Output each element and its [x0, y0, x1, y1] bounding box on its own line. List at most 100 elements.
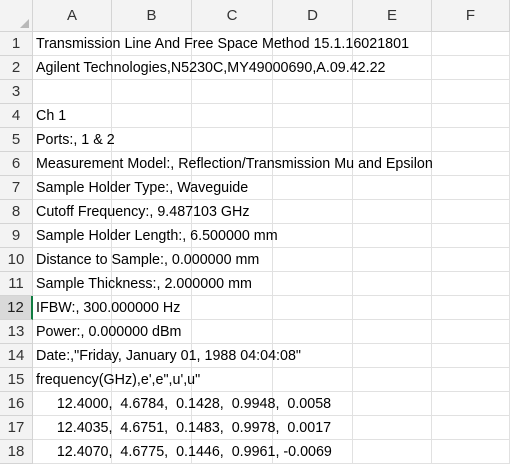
row-header[interactable]: 10 — [0, 248, 33, 272]
column-header-b[interactable]: B — [112, 0, 192, 31]
cell-f7[interactable] — [432, 176, 510, 200]
row-header[interactable]: 14 — [0, 344, 33, 368]
cell-f1[interactable] — [432, 32, 510, 56]
cell-f11[interactable] — [432, 272, 510, 296]
cell-c16[interactable] — [192, 392, 273, 416]
cell-f13[interactable] — [432, 320, 510, 344]
cell-e3[interactable] — [353, 80, 432, 104]
cell-f2[interactable] — [432, 56, 510, 80]
cell-f16[interactable] — [432, 392, 510, 416]
cell-f3[interactable] — [432, 80, 510, 104]
cell-a3[interactable] — [33, 80, 112, 104]
select-all-button[interactable] — [0, 0, 33, 31]
cell-b5[interactable] — [112, 128, 192, 152]
cell-d6[interactable] — [273, 152, 353, 176]
cell-e18[interactable] — [353, 440, 432, 464]
cell-c5[interactable] — [192, 128, 273, 152]
cell-d8[interactable] — [273, 200, 353, 224]
cell-a17[interactable] — [33, 416, 112, 440]
row-header[interactable]: 16 — [0, 392, 33, 416]
cell-d9[interactable] — [273, 224, 353, 248]
cell-a12[interactable] — [33, 296, 112, 320]
cell-b6[interactable] — [112, 152, 192, 176]
cell-c4[interactable] — [192, 104, 273, 128]
cell-b15[interactable] — [112, 368, 192, 392]
cell-b14[interactable] — [112, 344, 192, 368]
row-header[interactable]: 5 — [0, 128, 33, 152]
cell-c8[interactable] — [192, 200, 273, 224]
cell-a7[interactable] — [33, 176, 112, 200]
cell-f17[interactable] — [432, 416, 510, 440]
column-header-d[interactable]: D — [273, 0, 353, 31]
cell-a13[interactable] — [33, 320, 112, 344]
cell-e16[interactable] — [353, 392, 432, 416]
cell-b3[interactable] — [112, 80, 192, 104]
cell-f6[interactable] — [432, 152, 510, 176]
row-header[interactable]: 18 — [0, 440, 33, 464]
cell-d13[interactable] — [273, 320, 353, 344]
cell-a1[interactable] — [33, 32, 112, 56]
cell-e8[interactable] — [353, 200, 432, 224]
row-header[interactable]: 15 — [0, 368, 33, 392]
cell-b16[interactable] — [112, 392, 192, 416]
cell-d12[interactable] — [273, 296, 353, 320]
column-header-a[interactable]: A — [33, 0, 112, 31]
row-header[interactable]: 3 — [0, 80, 33, 104]
cell-c13[interactable] — [192, 320, 273, 344]
cell-f18[interactable] — [432, 440, 510, 464]
row-header[interactable]: 7 — [0, 176, 33, 200]
cell-b17[interactable] — [112, 416, 192, 440]
row-header[interactable]: 1 — [0, 32, 33, 56]
row-header[interactable]: 8 — [0, 200, 33, 224]
cell-e15[interactable] — [353, 368, 432, 392]
column-header-e[interactable]: E — [353, 0, 432, 31]
cell-c11[interactable] — [192, 272, 273, 296]
cell-b13[interactable] — [112, 320, 192, 344]
cell-d14[interactable] — [273, 344, 353, 368]
cell-e17[interactable] — [353, 416, 432, 440]
cell-a4[interactable] — [33, 104, 112, 128]
cell-c12[interactable] — [192, 296, 273, 320]
cell-f14[interactable] — [432, 344, 510, 368]
cell-a9[interactable] — [33, 224, 112, 248]
column-header-f[interactable]: F — [432, 0, 510, 31]
row-header[interactable]: 4 — [0, 104, 33, 128]
cell-c14[interactable] — [192, 344, 273, 368]
cell-a16[interactable] — [33, 392, 112, 416]
cell-d1[interactable] — [273, 32, 353, 56]
cell-a8[interactable] — [33, 200, 112, 224]
cell-e10[interactable] — [353, 248, 432, 272]
row-header[interactable]: 9 — [0, 224, 33, 248]
cell-e4[interactable] — [353, 104, 432, 128]
cell-a6[interactable] — [33, 152, 112, 176]
row-header[interactable]: 12 — [0, 296, 33, 320]
cell-a14[interactable] — [33, 344, 112, 368]
cell-e1[interactable] — [353, 32, 432, 56]
cell-e2[interactable] — [353, 56, 432, 80]
cell-f10[interactable] — [432, 248, 510, 272]
cell-e11[interactable] — [353, 272, 432, 296]
column-header-c[interactable]: C — [192, 0, 273, 31]
cell-b12[interactable] — [112, 296, 192, 320]
cell-e5[interactable] — [353, 128, 432, 152]
cell-b8[interactable] — [112, 200, 192, 224]
cell-e14[interactable] — [353, 344, 432, 368]
cell-d15[interactable] — [273, 368, 353, 392]
cell-f5[interactable] — [432, 128, 510, 152]
cell-c9[interactable] — [192, 224, 273, 248]
cell-d11[interactable] — [273, 272, 353, 296]
cell-f4[interactable] — [432, 104, 510, 128]
cell-d16[interactable] — [273, 392, 353, 416]
row-header[interactable]: 6 — [0, 152, 33, 176]
cell-a15[interactable] — [33, 368, 112, 392]
row-header[interactable]: 11 — [0, 272, 33, 296]
cell-d10[interactable] — [273, 248, 353, 272]
cell-f15[interactable] — [432, 368, 510, 392]
cell-d4[interactable] — [273, 104, 353, 128]
cell-c17[interactable] — [192, 416, 273, 440]
cell-a5[interactable] — [33, 128, 112, 152]
cell-b4[interactable] — [112, 104, 192, 128]
cell-b11[interactable] — [112, 272, 192, 296]
cell-e13[interactable] — [353, 320, 432, 344]
cell-d17[interactable] — [273, 416, 353, 440]
